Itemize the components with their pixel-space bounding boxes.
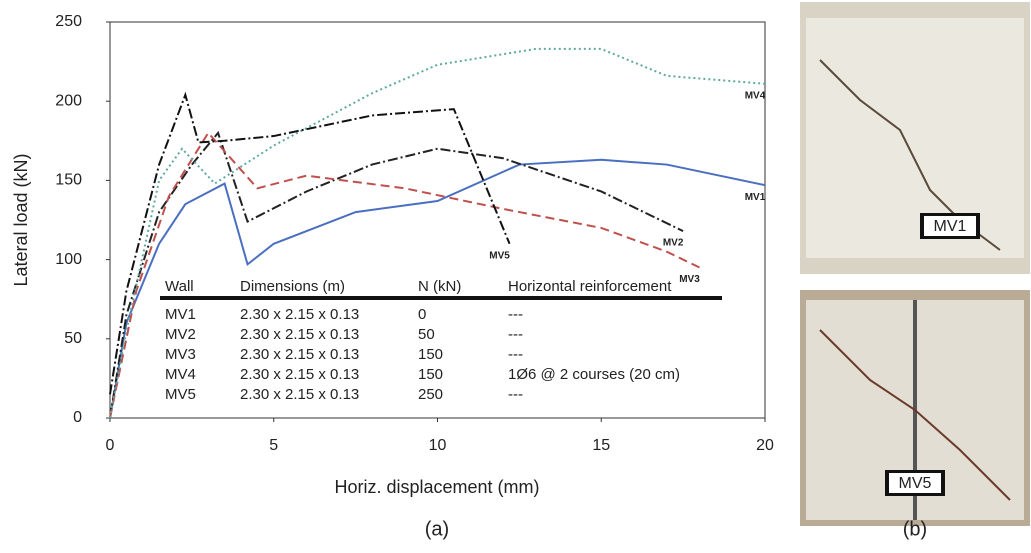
table-cell: MV2	[165, 326, 196, 343]
table-header: Dimensions (m)	[240, 278, 345, 295]
series-label: MV5	[489, 250, 510, 261]
x-axis-label: Horiz. displacement (mm)	[334, 477, 539, 497]
table-cell: ---	[508, 346, 523, 363]
table-cell: 2.30 x 2.15 x 0.13	[240, 346, 359, 363]
y-tick-label: 200	[55, 92, 82, 109]
table-cell: ---	[508, 306, 523, 323]
photo-label: MV1	[934, 218, 967, 235]
table-header: Wall	[165, 278, 194, 295]
table-header: Horizontal reinforcement	[508, 278, 672, 295]
label-box	[924, 216, 976, 236]
y-tick-label: 250	[55, 13, 82, 30]
table-cell: 2.30 x 2.15 x 0.13	[240, 386, 359, 403]
x-tick-label: 0	[106, 437, 115, 454]
series-line	[109, 47, 766, 419]
x-tick-label: 5	[269, 437, 278, 454]
table-cell: MV1	[165, 306, 196, 323]
y-tick-label: 100	[55, 251, 82, 268]
series-label: MV4	[745, 90, 766, 101]
table-cell: 0	[418, 306, 426, 323]
series-line	[109, 91, 511, 395]
x-tick-label: 20	[756, 437, 774, 454]
table-cell: 150	[418, 346, 443, 363]
table-cell: ---	[508, 326, 523, 343]
y-tick-label: 0	[73, 409, 82, 426]
y-axis-label: Lateral load (kN)	[11, 153, 31, 286]
table-cell: 2.30 x 2.15 x 0.13	[240, 306, 359, 323]
series-label: MV1	[745, 192, 766, 203]
series-line	[109, 130, 684, 419]
table-header: N (kN)	[418, 278, 461, 295]
table-cell: ---	[508, 386, 523, 403]
table-cell: 2.30 x 2.15 x 0.13	[240, 326, 359, 343]
caption: (b)	[903, 518, 927, 540]
table-cell: 1Ø6 @ 2 courses (20 cm)	[508, 366, 680, 383]
table-cell: 2.30 x 2.15 x 0.13	[240, 366, 359, 383]
table-cell: 50	[418, 326, 435, 343]
series-line	[109, 158, 766, 419]
table-cell: MV3	[165, 346, 196, 363]
series-label: MV3	[679, 274, 700, 285]
series-label: MV2	[663, 238, 684, 249]
table-cell: 150	[418, 366, 443, 383]
table-cell: MV5	[165, 386, 196, 403]
x-tick-label: 10	[429, 437, 447, 454]
photo-panel: MV1 MV5 (b)	[800, 2, 1030, 540]
label-box	[889, 473, 941, 493]
y-tick-label: 50	[64, 330, 82, 347]
crack	[819, 329, 1011, 501]
photo-label: MV5	[899, 475, 932, 492]
series-line	[109, 131, 700, 419]
table-cell: MV4	[165, 366, 196, 383]
y-tick-label: 150	[55, 172, 82, 189]
wall	[806, 18, 1024, 258]
table-cell: 250	[418, 386, 443, 403]
x-tick-label: 15	[592, 437, 610, 454]
caption: (a)	[425, 518, 449, 540]
